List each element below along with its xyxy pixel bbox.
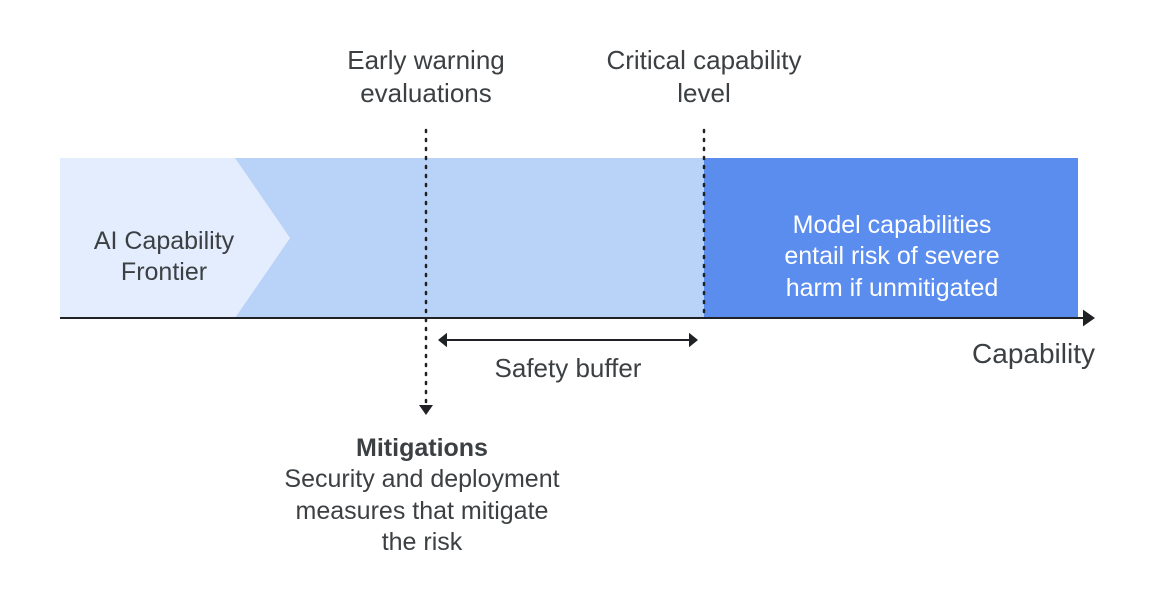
frontier-line2: Frontier xyxy=(121,258,207,286)
risk-line1: Model capabilities xyxy=(793,211,992,239)
critical-level-line1: Critical capability xyxy=(606,45,801,75)
mitigations-body-2: measures that mitigate xyxy=(296,497,549,525)
risk-label: Model capabilities entail risk of severe… xyxy=(742,210,1042,304)
risk-line2: entail risk of severe xyxy=(784,242,999,270)
band-buffer xyxy=(235,158,704,318)
frontier-line1: AI Capability xyxy=(94,227,234,255)
diagram-stage: Early warning evaluations Critical capab… xyxy=(0,0,1158,602)
frontier-label: AI Capability Frontier xyxy=(64,226,264,289)
mitigations-title: Mitigations xyxy=(356,434,488,462)
critical-level-label: Critical capability level xyxy=(564,44,844,109)
early-warning-line1: Early warning xyxy=(347,45,505,75)
safety-buffer-label: Safety buffer xyxy=(418,352,718,385)
risk-line3: harm if unmitigated xyxy=(786,274,999,302)
safety-buffer-arrow-right-icon xyxy=(689,333,698,347)
mitigations-body-1: Security and deployment xyxy=(284,465,559,493)
axis-label-text: Capability xyxy=(972,338,1095,369)
early-warning-arrowhead-icon xyxy=(419,405,433,415)
mitigations-label: Mitigations Security and deployment meas… xyxy=(257,433,587,558)
early-warning-line2: evaluations xyxy=(360,78,492,108)
safety-buffer-arrow-left-icon xyxy=(438,333,447,347)
axis-label: Capability xyxy=(972,336,1095,371)
mitigations-body-3: the risk xyxy=(382,528,463,556)
early-warning-label: Early warning evaluations xyxy=(296,44,556,109)
axis-arrowhead-icon xyxy=(1083,310,1095,327)
safety-buffer-text: Safety buffer xyxy=(495,353,642,383)
critical-level-line2: level xyxy=(677,78,730,108)
